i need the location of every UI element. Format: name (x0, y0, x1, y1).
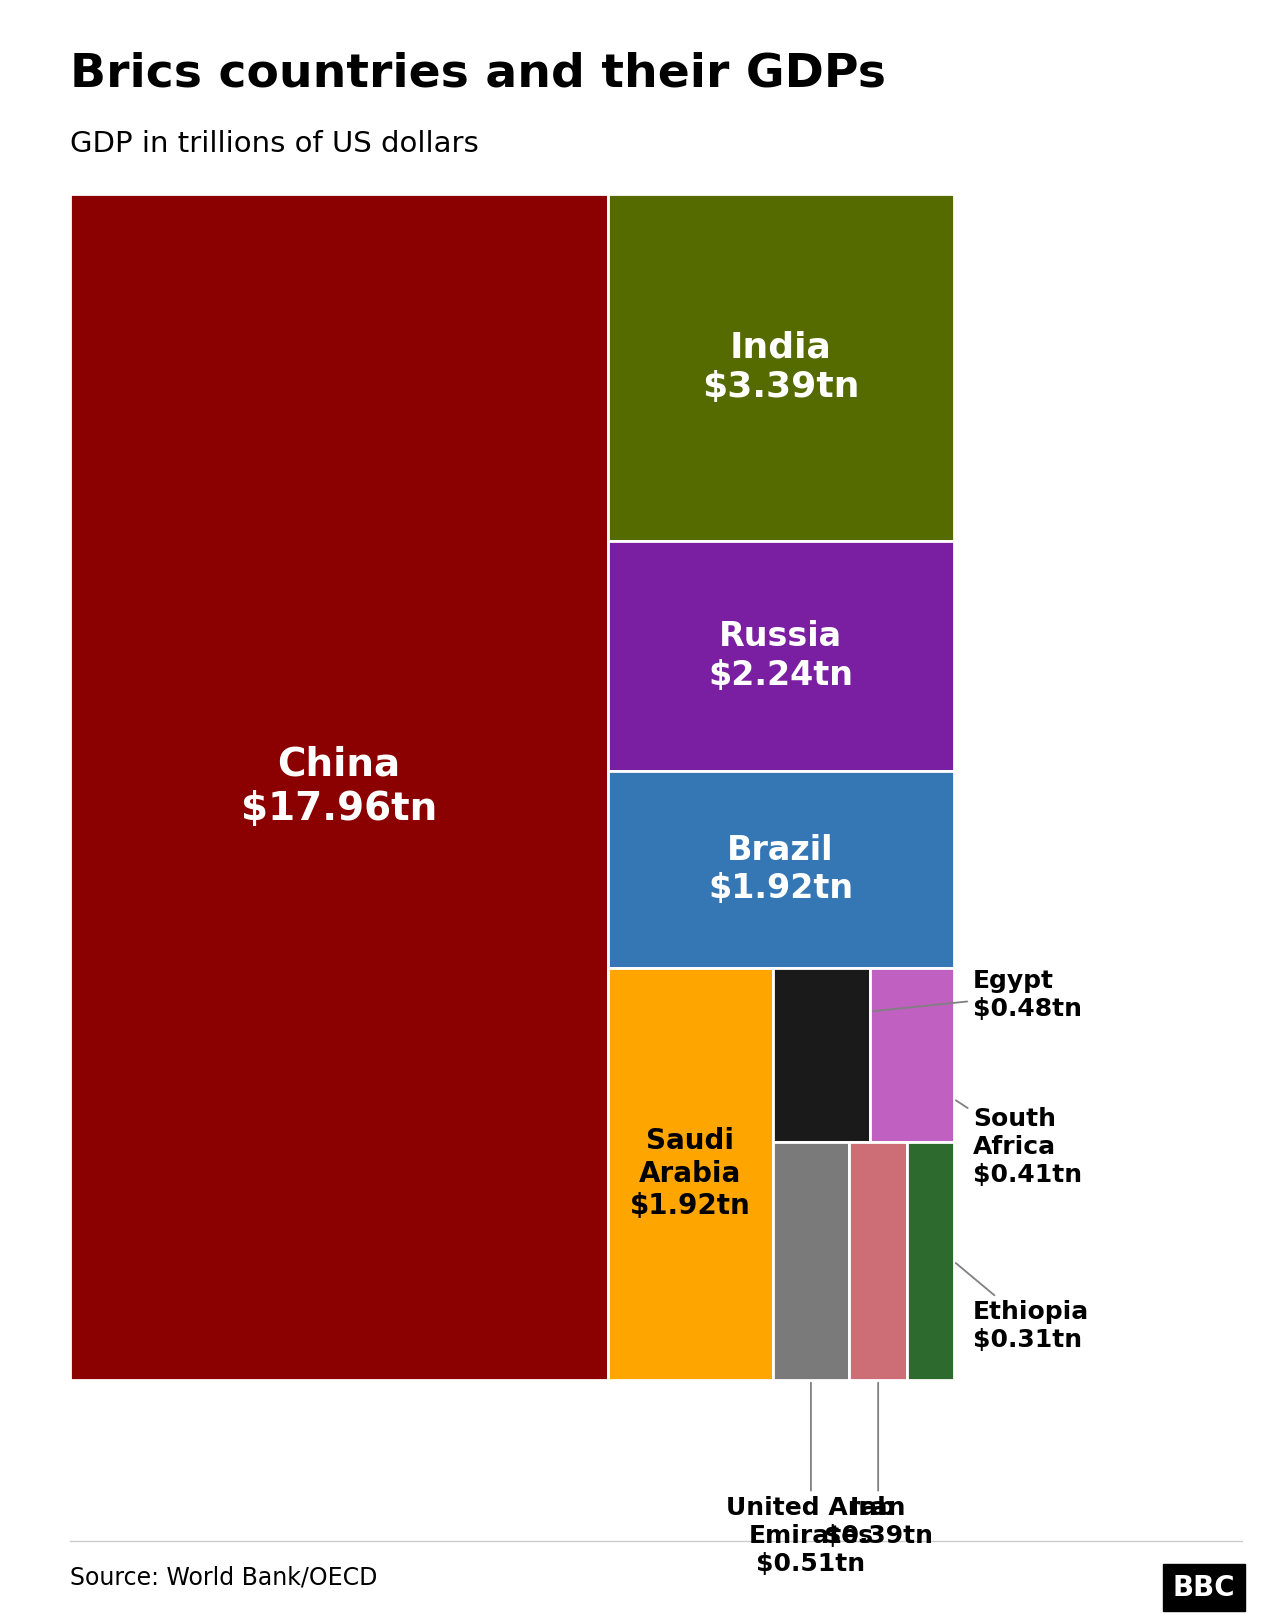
FancyBboxPatch shape (608, 771, 954, 968)
FancyBboxPatch shape (773, 1143, 849, 1380)
Text: Russia
$2.24tn: Russia $2.24tn (708, 620, 852, 692)
Text: Brics countries and their GDPs: Brics countries and their GDPs (70, 52, 886, 97)
Text: Source: World Bank/OECD: Source: World Bank/OECD (70, 1566, 378, 1590)
FancyBboxPatch shape (908, 1143, 954, 1380)
Text: Egypt
$0.48tn: Egypt $0.48tn (873, 970, 1082, 1022)
FancyBboxPatch shape (608, 541, 954, 771)
FancyBboxPatch shape (849, 1143, 908, 1380)
Text: South
Africa
$0.41tn: South Africa $0.41tn (956, 1101, 1082, 1186)
FancyBboxPatch shape (870, 968, 954, 1143)
Text: China
$17.96tn: China $17.96tn (241, 746, 436, 828)
FancyBboxPatch shape (608, 968, 773, 1380)
Text: Ethiopia
$0.31tn: Ethiopia $0.31tn (956, 1264, 1089, 1351)
Text: Brazil
$1.92tn: Brazil $1.92tn (708, 834, 854, 905)
Text: India
$3.39tn: India $3.39tn (701, 331, 859, 404)
FancyBboxPatch shape (70, 194, 608, 1380)
Text: Saudi
Arabia
$1.92tn: Saudi Arabia $1.92tn (630, 1128, 750, 1220)
FancyBboxPatch shape (608, 194, 954, 541)
Text: GDP in trillions of US dollars: GDP in trillions of US dollars (70, 131, 479, 158)
Text: United Arab
Emirates
$0.51tn: United Arab Emirates $0.51tn (727, 1383, 896, 1575)
Text: BBC: BBC (1172, 1574, 1235, 1601)
FancyBboxPatch shape (773, 968, 870, 1143)
Text: Iran
$0.39tn: Iran $0.39tn (823, 1383, 933, 1548)
